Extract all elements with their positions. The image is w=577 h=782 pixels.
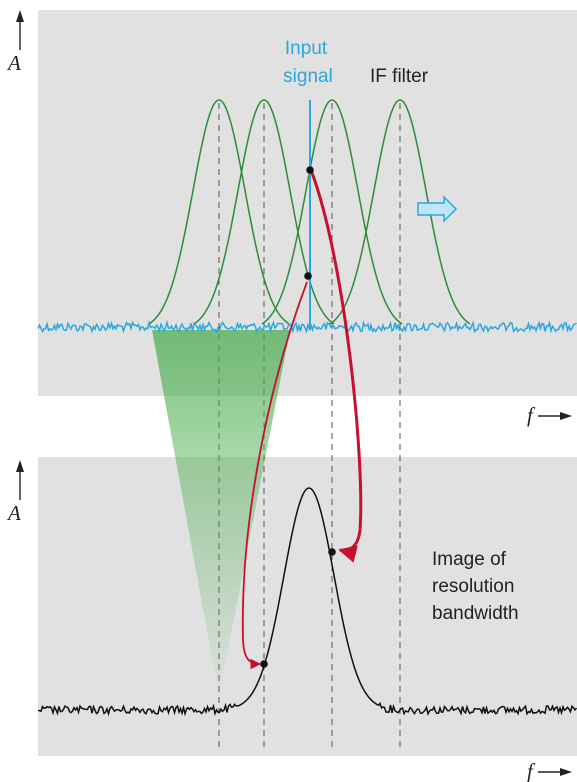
if-filter-curve-1 (148, 99, 290, 325)
if-filter-curve-3 (261, 99, 403, 325)
result-label-line3: bandwidth (432, 603, 519, 624)
sample-point-lower (304, 272, 312, 280)
input-signal-label-line1: Input (285, 38, 328, 59)
noise-floor-top (37, 319, 577, 334)
x-axis-bottom (538, 768, 572, 776)
x-axis-label-top: f (527, 403, 536, 427)
input-signal-label-line2: signal (283, 66, 333, 87)
bottom-panel (38, 457, 577, 756)
result-label-line1: Image of (432, 549, 507, 570)
x-axis-top (538, 412, 572, 420)
result-label-line2: resolution (432, 576, 514, 597)
top-panel (38, 10, 577, 396)
right-arrow-icon (417, 195, 458, 223)
y-axis-top (16, 10, 24, 50)
bandwidth-projection (152, 330, 290, 696)
sample-point-upper (306, 166, 314, 174)
y-axis-label-top: A (6, 51, 21, 75)
y-axis-bottom (16, 460, 24, 500)
result-point-lower (260, 660, 268, 668)
result-point-upper (328, 548, 336, 556)
if-filter-curve-4 (329, 99, 471, 325)
x-axis-label-bottom: f (527, 759, 536, 782)
sweep-arrow-inner (241, 281, 308, 670)
if-filter-label: IF filter (370, 66, 429, 87)
sweep-arrow-outer (309, 169, 363, 563)
resolution-bandwidth-trace (37, 487, 577, 717)
if-filter-curves (148, 99, 471, 325)
y-axis-label-bottom: A (6, 501, 21, 525)
